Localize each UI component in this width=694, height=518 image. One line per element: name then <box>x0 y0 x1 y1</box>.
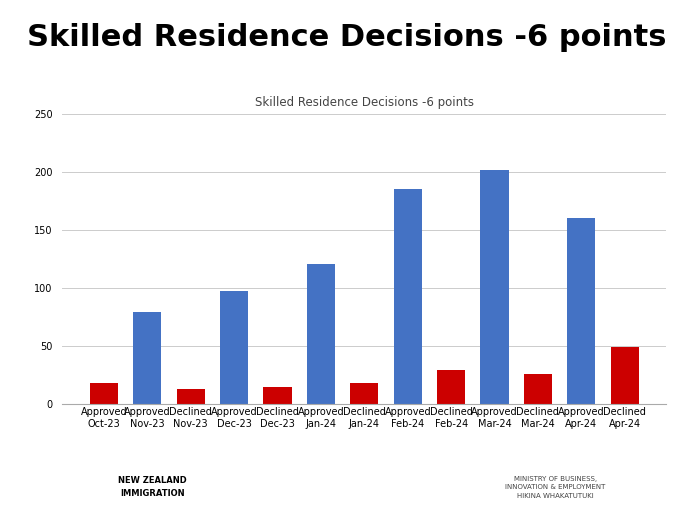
Bar <box>220 292 248 404</box>
Bar <box>524 374 552 404</box>
Bar <box>437 370 465 404</box>
Bar <box>480 170 509 404</box>
Text: Skilled Residence Decisions -6 points: Skilled Residence Decisions -6 points <box>27 23 667 52</box>
Bar <box>90 383 118 404</box>
Bar <box>133 312 162 404</box>
Title: Skilled Residence Decisions -6 points: Skilled Residence Decisions -6 points <box>255 96 474 109</box>
Bar <box>393 190 422 404</box>
Bar <box>264 386 291 404</box>
Bar <box>611 347 638 404</box>
Bar <box>350 383 378 404</box>
Bar <box>567 219 595 404</box>
Text: NEW ZEALAND
IMMIGRATION: NEW ZEALAND IMMIGRATION <box>118 476 187 498</box>
Bar <box>307 264 335 404</box>
Text: MINISTRY OF BUSINESS,
INNOVATION & EMPLOYMENT
HIKINA WHAKATUTUKI: MINISTRY OF BUSINESS, INNOVATION & EMPLO… <box>505 476 605 498</box>
Bar <box>177 389 205 404</box>
